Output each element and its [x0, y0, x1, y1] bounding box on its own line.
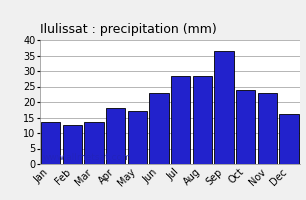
Bar — [128, 111, 147, 164]
Text: Ilulissat : precipitation (mm): Ilulissat : precipitation (mm) — [40, 23, 217, 36]
Text: www.allmetsat.com: www.allmetsat.com — [42, 153, 131, 162]
Bar — [236, 90, 256, 164]
Bar — [171, 76, 190, 164]
Bar — [106, 108, 125, 164]
Bar — [279, 114, 299, 164]
Bar — [214, 51, 234, 164]
Bar — [149, 93, 169, 164]
Bar — [258, 93, 277, 164]
Bar — [84, 122, 104, 164]
Bar — [41, 122, 60, 164]
Bar — [192, 76, 212, 164]
Bar — [62, 125, 82, 164]
